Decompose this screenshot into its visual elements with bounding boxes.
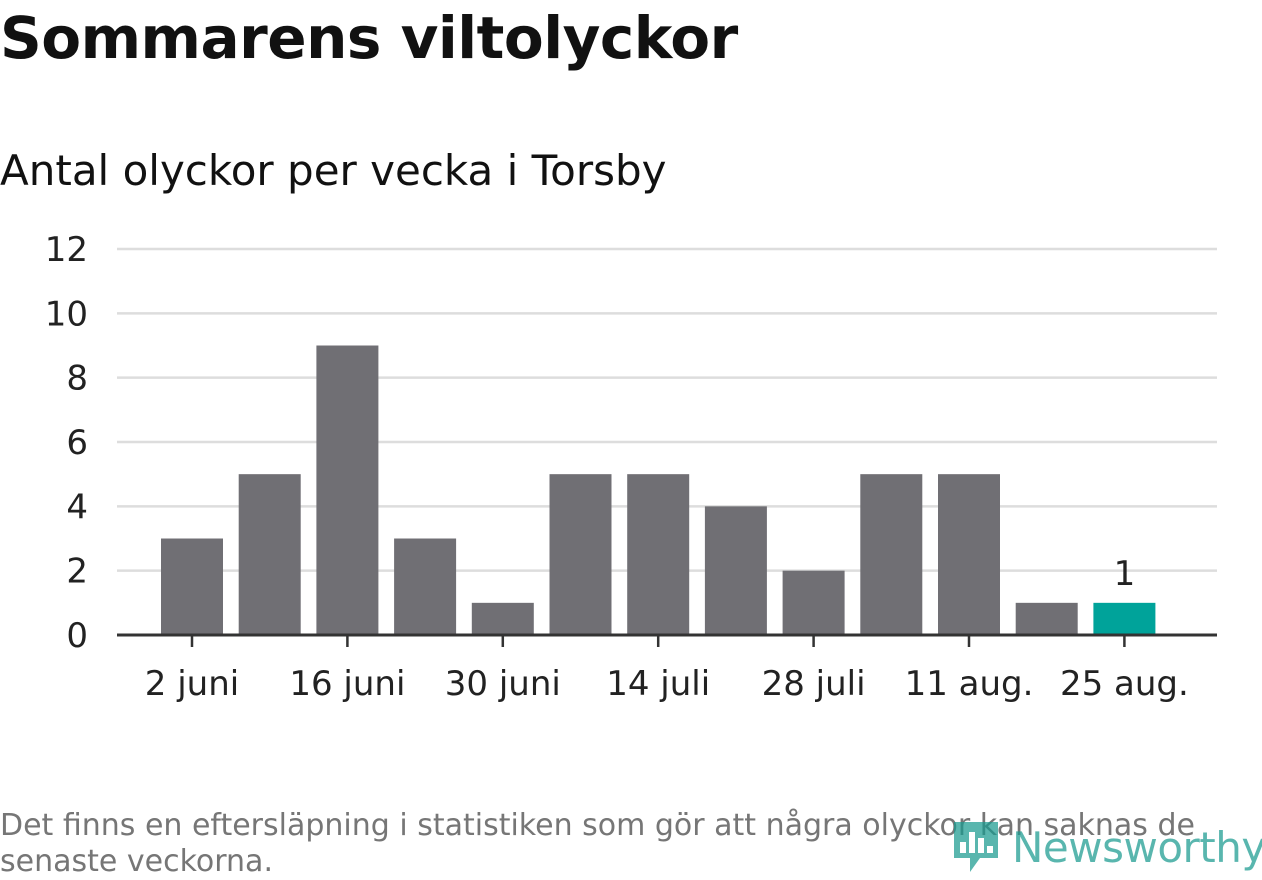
y-axis-labels: 0 2 4 6 8 10 12 <box>45 230 88 656</box>
x-tick-label: 11 aug. <box>905 664 1034 704</box>
bar <box>782 570 845 635</box>
newsworthy-logo: Newsworthy <box>950 818 1262 876</box>
annotations: 1 <box>1114 554 1136 594</box>
chart-title: Sommarens viltolyckor <box>0 4 738 72</box>
x-tick-label: 28 juli <box>762 664 866 704</box>
bar <box>704 506 767 635</box>
bar <box>238 474 301 635</box>
bar <box>938 474 1000 635</box>
y-tick-label: 6 <box>66 423 88 463</box>
bar <box>860 474 923 635</box>
y-tick-label: 12 <box>45 230 88 270</box>
x-axis <box>117 633 1217 647</box>
y-tick-label: 2 <box>66 552 88 592</box>
y-tick-label: 4 <box>66 487 88 527</box>
newsworthy-logo-icon <box>954 822 998 872</box>
y-tick-label: 8 <box>66 359 88 399</box>
bar <box>549 474 612 635</box>
chart-subtitle: Antal olyckor per vecka i Torsby <box>0 146 667 195</box>
logo-text: Newsworthy <box>1012 822 1262 872</box>
bar-chart: 0 2 4 6 8 10 12 2 juni 16 juni 30 juni 14 juli 28 … <box>45 230 1217 704</box>
bar <box>1015 602 1078 635</box>
bar <box>316 345 379 635</box>
bars <box>161 345 1156 635</box>
x-tick-label: 16 juni <box>289 664 405 704</box>
bar <box>471 602 534 635</box>
x-tick-label: 25 aug. <box>1060 664 1189 704</box>
x-tick-label: 2 juni <box>145 664 239 704</box>
bar-highlight <box>1093 602 1156 635</box>
y-tick-label: 10 <box>45 294 88 334</box>
highlight-data-label: 1 <box>1114 554 1136 594</box>
x-tick-label: 14 juli <box>606 664 710 704</box>
bar <box>161 538 223 635</box>
x-tick-label: 30 juni <box>445 664 561 704</box>
y-tick-label: 0 <box>66 616 88 656</box>
bar <box>627 474 690 635</box>
x-axis-labels: 2 juni 16 juni 30 juni 14 juli 28 juli 11 aug… <box>145 664 1189 704</box>
bar <box>394 538 457 635</box>
